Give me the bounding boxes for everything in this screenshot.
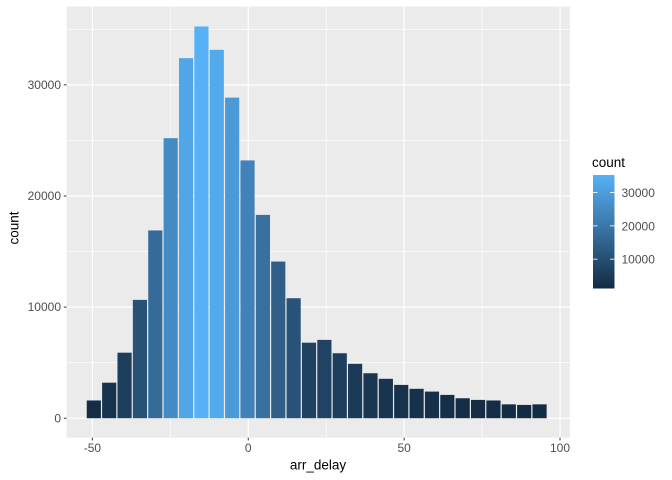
histogram-bar bbox=[117, 352, 132, 419]
histogram-bar bbox=[470, 399, 486, 419]
histogram-bar bbox=[86, 400, 101, 419]
histogram-bar bbox=[378, 378, 393, 419]
y-tick-label: 30000 bbox=[28, 78, 62, 92]
legend-tick-label: 10000 bbox=[622, 253, 656, 267]
histogram-bar bbox=[532, 404, 547, 419]
histogram-bar bbox=[363, 373, 378, 419]
legend-title: count bbox=[592, 155, 626, 170]
y-tick-label: 0 bbox=[54, 411, 61, 425]
histogram-bar bbox=[348, 363, 363, 419]
histogram-bar bbox=[394, 384, 409, 419]
legend-tick-label: 20000 bbox=[622, 219, 656, 233]
histogram-bar bbox=[240, 160, 255, 419]
histogram-bar bbox=[225, 97, 240, 419]
histogram-bar bbox=[317, 339, 332, 419]
histogram-bar bbox=[132, 299, 148, 419]
histogram-bar bbox=[286, 298, 301, 419]
histogram-bar bbox=[271, 261, 286, 419]
histogram-bar bbox=[501, 404, 516, 419]
legend-tick-label: 30000 bbox=[622, 186, 656, 200]
x-tick-label: 100 bbox=[550, 441, 570, 455]
histogram-bar bbox=[517, 404, 532, 419]
histogram-bar bbox=[255, 214, 270, 419]
histogram-bar bbox=[486, 400, 501, 419]
histogram-bar bbox=[440, 394, 455, 419]
histogram-bar bbox=[424, 391, 440, 419]
x-axis-title: arr_delay bbox=[289, 457, 347, 473]
y-tick-label: 10000 bbox=[28, 300, 62, 314]
histogram-bar bbox=[148, 230, 163, 419]
histogram-bar bbox=[178, 58, 194, 419]
y-tick-label: 20000 bbox=[28, 189, 62, 203]
histogram-bar bbox=[102, 382, 117, 419]
histogram-bar bbox=[455, 398, 470, 419]
x-tick-label: 0 bbox=[245, 441, 252, 455]
histogram-bar bbox=[332, 353, 347, 419]
legend-colorbar bbox=[593, 175, 615, 289]
y-axis-title: count bbox=[6, 211, 22, 245]
histogram-bar bbox=[209, 49, 224, 419]
x-tick-label: 50 bbox=[397, 441, 411, 455]
histogram-bar bbox=[301, 342, 317, 419]
x-tick-label: -50 bbox=[84, 441, 102, 455]
histogram-bar bbox=[163, 138, 178, 419]
histogram-bar bbox=[409, 388, 424, 419]
histogram-bar bbox=[194, 26, 209, 419]
